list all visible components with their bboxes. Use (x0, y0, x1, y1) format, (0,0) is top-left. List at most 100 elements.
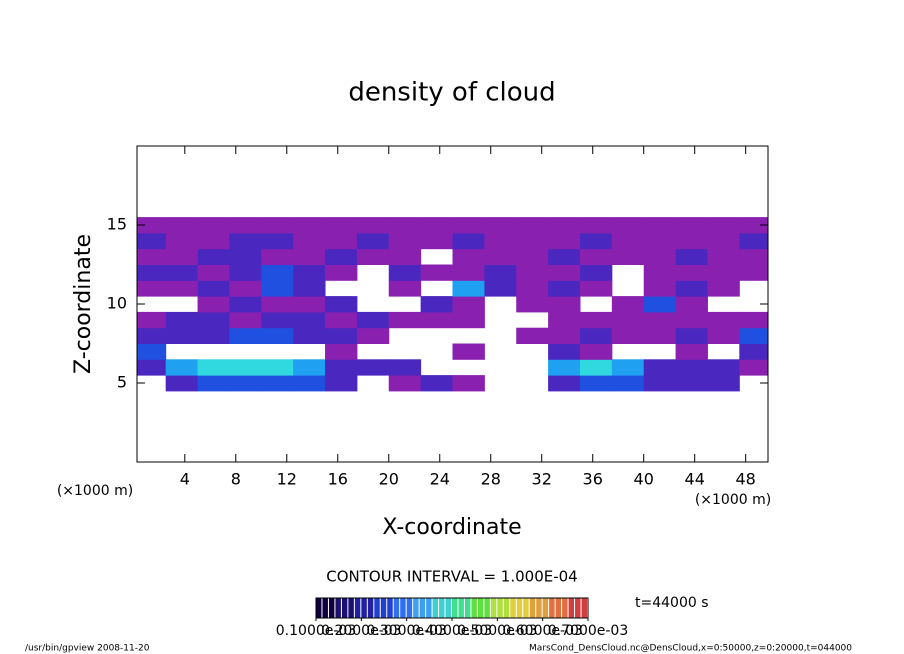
contour-cell (579, 343, 613, 360)
contour-cell (388, 248, 422, 265)
contour-cell (325, 264, 358, 281)
colorbar-stripe (568, 598, 575, 618)
contour-cell (388, 311, 422, 329)
contour-cell (325, 311, 358, 329)
colorbar-tick-label: 0.3000e-03 (366, 623, 446, 639)
contour-cell (356, 327, 390, 344)
contour-cell (356, 311, 390, 329)
colorbar-stripe (542, 598, 549, 618)
colorbar-stripe (523, 598, 529, 618)
contour-cell (611, 296, 645, 313)
contour-cell (452, 375, 485, 392)
contour-cell (643, 217, 677, 234)
contour-cell (293, 296, 326, 313)
contour-cell (579, 232, 613, 250)
contour-cell (165, 280, 199, 297)
x-tick-label: 40 (634, 470, 654, 489)
contour-cell (579, 264, 613, 281)
contour-cell (420, 217, 453, 234)
contour-cell (548, 375, 581, 392)
y-unit-label: (×1000 m) (57, 483, 133, 499)
contour-cell (675, 280, 708, 297)
colorbar-stripe (328, 598, 335, 618)
contour-cell (293, 217, 326, 234)
contour-cell (707, 359, 740, 376)
contour-cell (739, 264, 769, 281)
contour-cell (229, 232, 262, 250)
y-tick-label: 10 (107, 294, 127, 313)
contour-cell (675, 296, 708, 313)
x-tick-label: 48 (736, 470, 756, 489)
contour-cell (579, 311, 613, 329)
x-tick-label: 36 (583, 470, 603, 489)
contour-cell (739, 327, 769, 344)
contour-cell (293, 359, 326, 376)
contour-cell (675, 217, 708, 234)
x-tick-label: 28 (481, 470, 501, 489)
colorbar-stripe (562, 598, 568, 618)
contour-cell (611, 232, 645, 250)
contour-cell (356, 232, 390, 250)
colorbar-stripe (452, 598, 458, 618)
time-label: t=44000 s (635, 595, 709, 611)
contour-cell (293, 264, 326, 281)
contour-cell (548, 327, 581, 344)
colorbar-stripe (367, 598, 374, 618)
contour-cell (579, 327, 613, 344)
contour-cell (643, 311, 677, 329)
contour-cell (229, 248, 262, 265)
contour-cell (229, 217, 262, 234)
contour-cell (197, 264, 230, 281)
contour-cell (388, 375, 422, 392)
colorbar-tick-label: 0.1000e-03 (276, 623, 356, 639)
contour-cell (611, 375, 645, 392)
contour-cell (548, 248, 581, 265)
contour-cell (643, 232, 677, 250)
contour-cell (548, 311, 581, 329)
colorbar-stripe (341, 598, 348, 618)
contour-cell (452, 217, 485, 234)
contour-cell (229, 359, 262, 376)
contour-cell (611, 327, 645, 344)
x-tick-label: 24 (430, 470, 450, 489)
colorbar-tick-label: 0.6000e-03 (502, 623, 582, 639)
contour-cell (707, 375, 740, 392)
colorbar-stripe (464, 598, 471, 618)
x-tick-label: 4 (180, 470, 190, 489)
colorbar-stripe (516, 598, 523, 618)
x-tick-label: 16 (328, 470, 348, 489)
contour-cell (165, 311, 199, 329)
contour-cell (165, 232, 199, 250)
colorbar-stripe (497, 598, 503, 618)
contour-cell (325, 296, 358, 313)
contour-cell (707, 264, 740, 281)
contour-cell (420, 264, 453, 281)
contour-cell (137, 217, 167, 234)
colorbar-stripe (322, 598, 328, 618)
contour-cell (137, 280, 167, 297)
contour-cell (229, 280, 262, 297)
contour-cell (611, 311, 645, 329)
contour-cell (484, 217, 517, 234)
y-tick-label: 5 (117, 373, 127, 392)
contour-cell (325, 232, 358, 250)
contour-cell (452, 311, 485, 329)
contour-cell (611, 217, 645, 234)
contour-cell (516, 232, 549, 250)
contour-cell (484, 280, 517, 297)
contour-cell (293, 232, 326, 250)
x-unit-label: (×1000 m) (695, 492, 771, 508)
contour-cell (261, 280, 294, 297)
contour-cell (293, 311, 326, 329)
colorbar-stripe (354, 598, 361, 618)
contour-cell (165, 327, 199, 344)
contour-cell (675, 359, 708, 376)
contour-cell (611, 248, 645, 265)
contour-cell (579, 359, 613, 376)
colorbar-tick-label: 0.7000e-03 (548, 623, 628, 639)
contour-cell (261, 232, 294, 250)
contour-cell (739, 248, 769, 265)
colorbar-stripe (581, 598, 587, 618)
contour-cell (675, 375, 708, 392)
